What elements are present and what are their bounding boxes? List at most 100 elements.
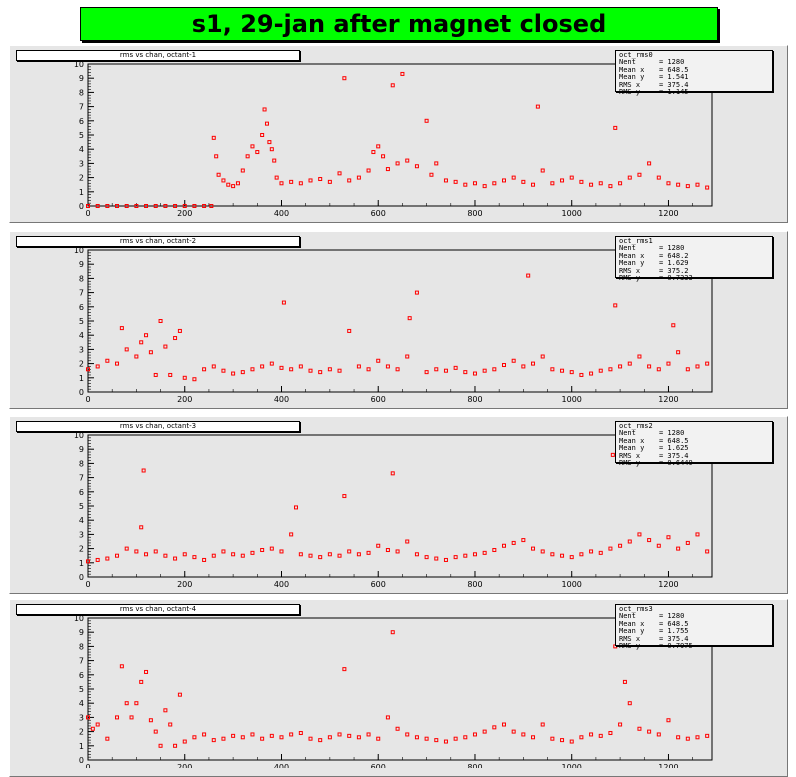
data-point <box>245 154 250 159</box>
y-tick-label: 10 <box>74 246 84 255</box>
data-point <box>95 557 100 562</box>
data-point <box>119 326 124 331</box>
data-point <box>705 361 710 366</box>
data-point <box>269 147 274 152</box>
data-point <box>105 204 110 208</box>
data-point <box>424 118 429 123</box>
x-tick-label: 1000 <box>562 763 582 768</box>
data-point <box>579 552 584 557</box>
y-tick-label: 10 <box>74 614 84 623</box>
stats-key: RMS y <box>619 274 641 283</box>
pad-title-octant-2: rms vs chan, octant-2 <box>16 236 300 247</box>
y-tick-label: 0 <box>79 202 84 211</box>
stats-value: = 0.7975 <box>659 642 693 651</box>
y-tick-label: 3 <box>79 530 84 539</box>
data-point <box>327 735 332 740</box>
x-tick-label: 400 <box>274 580 289 589</box>
data-point <box>86 367 90 372</box>
y-tick-label: 4 <box>79 145 84 154</box>
data-point <box>182 204 187 208</box>
data-point <box>153 372 158 377</box>
y-tick-label: 9 <box>79 260 84 269</box>
stats-key: RMS y <box>619 642 641 651</box>
data-point <box>260 364 265 369</box>
y-tick-label: 7 <box>79 103 84 112</box>
stats-value: = 648.5 <box>659 436 689 445</box>
plot-octant-3: 0 1 2 3 4 5 6 7 8 9 10 0 200 400 600 800 1000 1200 <box>74 431 713 589</box>
data-point <box>298 731 303 736</box>
data-point <box>637 172 642 177</box>
data-point <box>177 692 182 697</box>
data-point <box>279 549 284 554</box>
data-point <box>86 559 90 564</box>
y-tick-label: 5 <box>79 685 84 694</box>
y-tick-label: 6 <box>79 117 84 126</box>
stats-key: Nent <box>619 612 636 621</box>
stats-value: = 648.5 <box>659 65 689 74</box>
data-point <box>453 179 458 184</box>
data-point <box>279 181 284 186</box>
data-point <box>134 701 139 706</box>
data-point <box>666 535 671 540</box>
y-tick-label: 1 <box>79 742 84 751</box>
data-point <box>627 539 632 544</box>
stats-key: Mean y <box>619 627 645 636</box>
data-point <box>255 150 260 155</box>
data-point <box>695 364 700 369</box>
stats-key: Mean x <box>619 619 645 628</box>
data-point <box>221 178 226 183</box>
data-point <box>705 185 710 190</box>
data-point <box>589 182 594 187</box>
data-point <box>347 328 352 333</box>
data-point <box>139 340 144 345</box>
data-point <box>492 367 497 372</box>
data-point <box>560 738 565 743</box>
stats-row: Mean y = 1.625 <box>619 444 769 452</box>
stats-key: RMS y <box>619 459 641 468</box>
data-point <box>502 543 506 548</box>
data-point <box>211 364 216 369</box>
data-point <box>214 154 219 159</box>
y-tick-label: 3 <box>79 159 84 168</box>
data-point <box>414 735 419 740</box>
data-point <box>540 722 545 727</box>
data-point <box>453 555 458 560</box>
data-point <box>385 167 390 172</box>
stats-key: RMS x <box>619 266 641 275</box>
y-tick-label: 9 <box>79 445 84 454</box>
data-point <box>608 184 613 189</box>
pad-title-octant-1: rms vs chan, octant-1 <box>16 50 300 61</box>
data-point <box>671 323 676 328</box>
x-tick-label: 0 <box>85 763 90 768</box>
y-tick-label: 0 <box>79 388 84 397</box>
data-point <box>209 204 214 208</box>
data-point <box>560 553 565 558</box>
stats-row: Mean x = 648.5 <box>619 65 769 74</box>
data-point <box>376 736 381 741</box>
y-tick-label: 3 <box>79 345 84 354</box>
data-point <box>231 371 236 376</box>
data-point <box>647 364 652 369</box>
data-point <box>105 556 110 561</box>
stats-name: oct_rms1 <box>619 237 653 245</box>
data-point <box>163 204 168 208</box>
data-point <box>221 736 226 741</box>
data-point <box>318 177 323 182</box>
data-point <box>482 368 487 373</box>
stats-row: Mean y = 1.629 <box>619 259 769 267</box>
data-point <box>235 181 240 186</box>
data-point <box>492 548 497 553</box>
data-point <box>579 179 584 184</box>
data-point <box>294 505 298 510</box>
data-point <box>502 722 506 727</box>
pad-title-octant-3: rms vs chan, octant-3 <box>16 421 300 432</box>
data-point <box>463 735 468 740</box>
data-point <box>405 539 410 544</box>
stats-key: Mean x <box>619 251 645 260</box>
data-point <box>86 715 90 720</box>
data-point <box>139 525 144 530</box>
data-point <box>443 557 448 562</box>
data-point <box>279 735 284 740</box>
data-point <box>95 722 100 727</box>
stats-key: RMS y <box>619 88 641 97</box>
